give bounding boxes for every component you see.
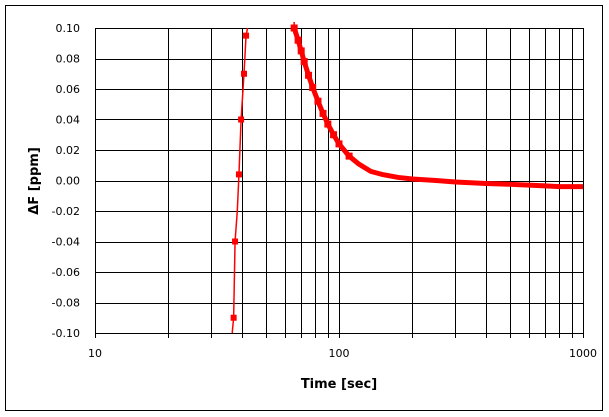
data-point [314,97,322,105]
y-tick-label: 0.10 [56,22,81,35]
y-tick-label: 0.08 [56,53,81,66]
chart-frame [5,5,603,411]
y-axis-title: ΔF [ppm] [27,147,42,215]
data-point [232,238,239,245]
y-tick-label: 0.06 [56,83,81,96]
x-tick-label: 10 [88,347,102,360]
x-axis-tick-labels: 10 100 1000 [88,347,597,360]
y-tick-label: 0.04 [56,114,81,127]
x-axis-title: Time [sec] [301,377,377,392]
data-point [330,131,338,139]
y-tick-label: -0.08 [52,297,80,310]
data-point [324,120,332,128]
data-point [345,152,353,160]
y-tick-label: 0.00 [56,175,81,188]
data-point [235,171,242,178]
y-tick-label: -0.02 [52,205,80,218]
data-point [305,71,313,79]
data-point [309,83,317,91]
y-tick-label: -0.04 [52,236,80,249]
data-point [241,70,248,77]
data-point [290,24,298,32]
y-axis-tick-labels: 0.10 0.08 0.06 0.04 0.02 0.00 -0.02 -0.04 -0.06 -… [52,22,80,340]
x-tick-label: 1000 [569,347,597,360]
data-point [294,36,302,44]
data-point [297,47,305,55]
data-point [243,32,250,39]
data-point [319,109,327,117]
y-tick-label: -0.06 [52,266,80,279]
y-tick-label: -0.10 [52,327,80,340]
y-tick-label: 0.02 [56,144,81,157]
x-tick-label: 100 [329,347,350,360]
data-point [300,58,308,66]
data-point [238,116,245,123]
data-point [335,140,343,148]
data-point [230,314,237,321]
grid-lines [95,28,584,338]
data-series [230,22,583,334]
